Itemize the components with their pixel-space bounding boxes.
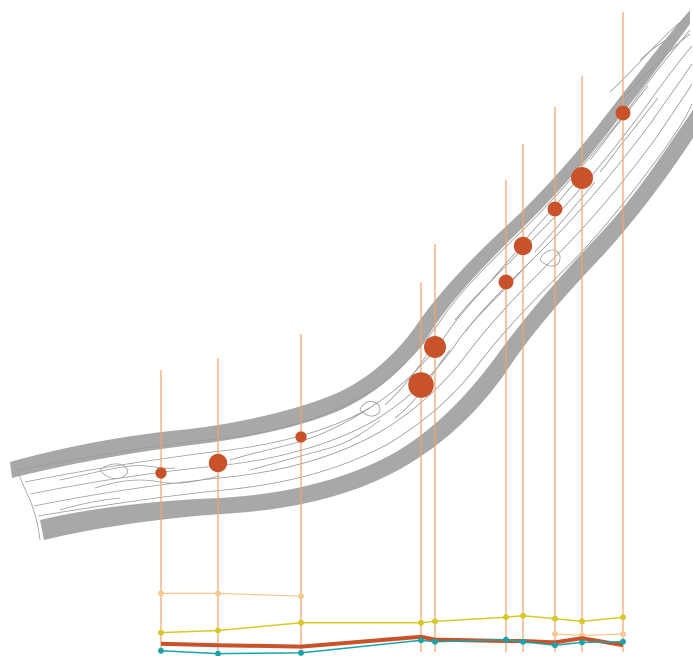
profile-line-4 xyxy=(160,638,624,655)
site-bubble-6 xyxy=(498,274,514,290)
profile-series-4 xyxy=(158,636,626,656)
profile-series-1 xyxy=(158,590,626,639)
profile-line-1 xyxy=(161,592,302,597)
site-bubble-3 xyxy=(295,431,307,443)
profile-line-2 xyxy=(160,615,624,634)
profile-lines xyxy=(158,590,626,656)
site-bubble-2 xyxy=(208,453,228,473)
site-bubble-7 xyxy=(513,236,533,256)
site-bubble-4 xyxy=(408,372,434,398)
site-stems xyxy=(160,12,624,652)
profile-series-2 xyxy=(158,612,626,636)
site-bubble-10 xyxy=(615,105,631,121)
site-bubble-8 xyxy=(547,201,563,217)
profile-line-1 xyxy=(554,633,624,637)
site-bubble-9 xyxy=(571,167,593,189)
site-bubbles xyxy=(155,105,631,479)
contour-lines xyxy=(14,17,693,541)
site-bubble-5 xyxy=(424,336,446,358)
river-bank-left xyxy=(10,10,690,478)
site-bubble-1 xyxy=(155,467,167,479)
river-contour-map xyxy=(10,10,693,541)
